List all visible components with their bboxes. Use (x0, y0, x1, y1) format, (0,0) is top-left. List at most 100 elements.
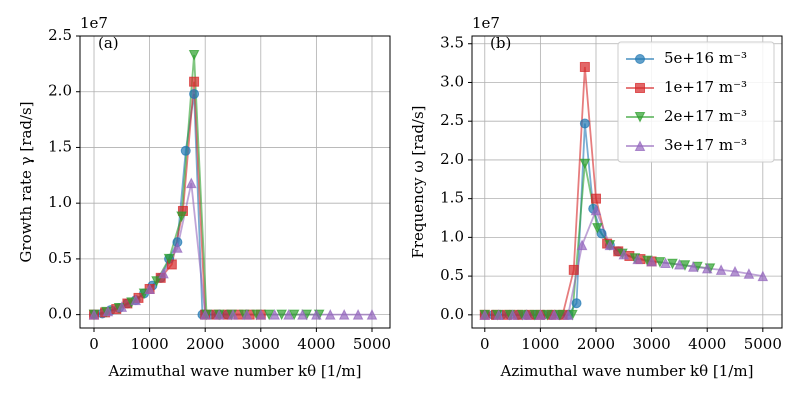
marker (634, 112, 646, 123)
y-tick-label: 2.5 (440, 111, 464, 129)
x-tick-label: 3000 (242, 335, 280, 353)
y-axis-label: Frequency ω [rad/s] (409, 105, 427, 258)
marker (166, 259, 177, 270)
x-tick-label: 2000 (186, 335, 224, 353)
marker (176, 211, 187, 223)
marker (679, 260, 691, 271)
marker (715, 264, 727, 275)
plot-area (93, 54, 372, 316)
legend-label: 2e+17 m⁻³ (664, 107, 747, 125)
marker (674, 258, 685, 270)
marker (366, 309, 378, 320)
marker (213, 309, 225, 320)
y-tick-label: 1.0 (440, 227, 464, 245)
marker (604, 239, 616, 251)
marker (263, 309, 275, 321)
y-axis-label: Growth rate γ [rad/s] (17, 101, 35, 262)
marker (324, 309, 336, 320)
marker (269, 309, 281, 320)
y-tick-label: 1.5 (440, 189, 464, 207)
marker (283, 309, 294, 320)
marker (185, 177, 197, 189)
marker (568, 264, 579, 275)
marker (542, 309, 553, 321)
y-tick-label: 2.0 (48, 82, 72, 100)
marker (618, 248, 630, 260)
marker (535, 309, 546, 320)
panel-label: (a) (98, 34, 119, 52)
marker (562, 309, 574, 320)
marker (479, 309, 491, 320)
x-tick-label: 2000 (577, 335, 615, 353)
marker (591, 193, 601, 204)
series-line (484, 163, 711, 316)
marker (88, 309, 100, 320)
marker (189, 76, 200, 87)
y-tick-label: 1.5 (48, 137, 72, 155)
legend-label: 5e+16 m⁻³ (664, 49, 747, 67)
marker (592, 223, 603, 234)
marker (688, 261, 699, 272)
axes-frame (79, 35, 391, 329)
marker (288, 309, 300, 321)
legend-box (617, 41, 775, 163)
y-tick-label: 3.0 (440, 72, 464, 90)
marker (554, 309, 566, 321)
marker (255, 309, 267, 320)
marker (757, 270, 769, 282)
marker (579, 61, 590, 72)
marker (571, 298, 582, 309)
x-tick-label: 1000 (131, 335, 169, 353)
x-tick-label: 4000 (688, 335, 726, 353)
y-tick-label: 0.5 (440, 266, 464, 284)
marker (548, 309, 560, 320)
x-axis-label: Azimuthal wave number kθ [1/m] (500, 362, 754, 380)
marker (130, 294, 142, 306)
x-tick-label: 0 (480, 335, 490, 353)
y-tick-label: 0.0 (48, 305, 72, 323)
y-tick-label: 3.5 (440, 34, 464, 52)
marker (634, 140, 646, 151)
marker (172, 242, 183, 253)
marker (701, 262, 713, 274)
x-tick-label: 5000 (744, 335, 782, 353)
marker (667, 258, 678, 270)
marker (654, 257, 666, 268)
marker (579, 158, 591, 170)
legend-label: 1e+17 m⁻³ (664, 78, 747, 96)
series-line (484, 207, 763, 316)
y-tick-label: 2.0 (440, 150, 464, 168)
marker (635, 54, 645, 64)
marker (646, 255, 657, 267)
marker (590, 204, 602, 216)
series-line (484, 123, 619, 316)
y-tick-label: 2.5 (48, 26, 72, 44)
marker (116, 301, 128, 312)
marker (660, 257, 671, 268)
y-tick-label: 1.0 (48, 193, 72, 211)
marker (521, 309, 532, 320)
marker (493, 309, 504, 320)
axes-frame (471, 35, 783, 329)
panel-label: (b) (490, 34, 511, 52)
series-line (93, 81, 261, 316)
marker (596, 228, 607, 239)
marker (743, 268, 755, 279)
marker (151, 276, 162, 287)
marker (579, 118, 590, 129)
marker (227, 309, 239, 320)
marker (632, 253, 644, 265)
marker (144, 283, 155, 294)
series-line (93, 54, 320, 316)
marker (576, 239, 588, 251)
y-tick-label: 0.5 (48, 249, 72, 267)
marker (158, 267, 169, 279)
x-axis-label: Azimuthal wave number kθ [1/m] (108, 362, 362, 380)
x-tick-label: 5000 (353, 335, 391, 353)
x-tick-label: 4000 (297, 335, 335, 353)
marker (276, 309, 287, 321)
y-offset-label: 1e7 (472, 14, 500, 32)
y-tick-label: 0.0 (440, 305, 464, 323)
marker (311, 309, 322, 320)
